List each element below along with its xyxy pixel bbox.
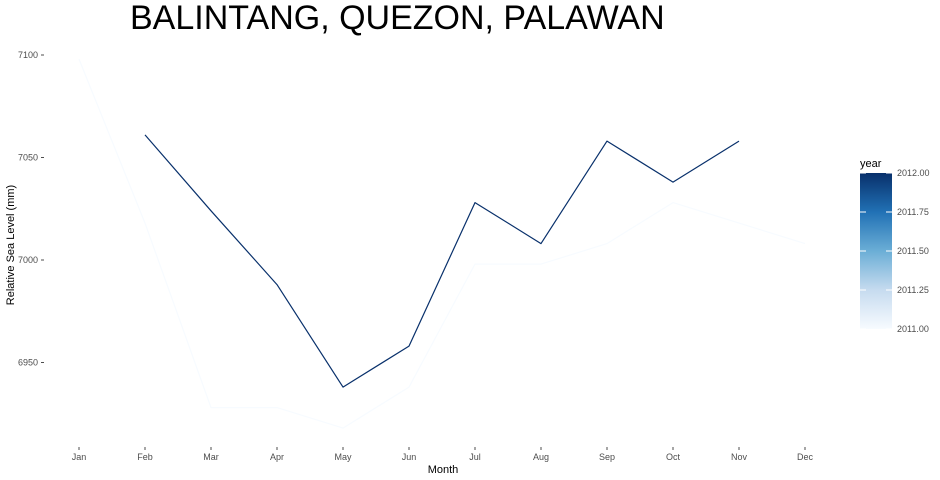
y-axis: 6950 7000 7050 7100 xyxy=(18,50,44,368)
series-line-2011 xyxy=(78,58,806,429)
x-tick-label: Jul xyxy=(469,452,481,462)
y-tick-label: 7000 xyxy=(18,255,38,265)
legend-ticks: 2011.00 2011.25 2011.50 2011.75 2012.00 xyxy=(860,168,930,334)
legend-title: year xyxy=(860,158,882,170)
x-tick-label: Nov xyxy=(731,452,748,462)
x-tick-label: Jan xyxy=(72,452,87,462)
legend-tick-label: 2011.25 xyxy=(897,285,929,295)
legend-tick-label: 2011.00 xyxy=(897,324,929,334)
x-tick-label: Dec xyxy=(797,452,814,462)
color-legend: year 2011.00 2011.25 2011.50 2011.75 2012.00 xyxy=(860,158,930,334)
x-tick-label: May xyxy=(334,452,352,462)
series-layer xyxy=(78,58,806,429)
y-tick-label: 7050 xyxy=(18,153,38,163)
y-tick-label: 7100 xyxy=(18,50,38,60)
chart-title: BALINTANG, QUEZON, PALAWAN xyxy=(130,0,665,37)
legend-tick-label: 2011.75 xyxy=(897,207,929,217)
legend-tick-label: 2012.00 xyxy=(897,168,930,178)
x-tick-label: Sep xyxy=(599,452,615,462)
x-tick-label: Feb xyxy=(137,452,153,462)
x-axis: Jan Feb Mar Apr May Jun Jul Aug Sep Oct Nov Dec xyxy=(72,447,814,462)
x-tick-label: Jun xyxy=(402,452,417,462)
x-tick-label: Oct xyxy=(666,452,681,462)
legend-tick-label: 2011.50 xyxy=(897,246,929,256)
series-line-2012 xyxy=(144,134,740,388)
x-tick-label: Aug xyxy=(533,452,549,462)
y-tick-label: 6950 xyxy=(18,358,38,368)
x-tick-label: Mar xyxy=(203,452,219,462)
y-axis-title: Relative Sea Level (mm) xyxy=(5,185,17,305)
x-axis-title: Month xyxy=(428,464,459,476)
x-tick-label: Apr xyxy=(270,452,284,462)
